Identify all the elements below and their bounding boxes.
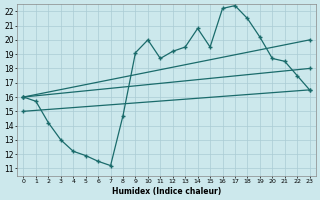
X-axis label: Humidex (Indice chaleur): Humidex (Indice chaleur) [112, 187, 221, 196]
